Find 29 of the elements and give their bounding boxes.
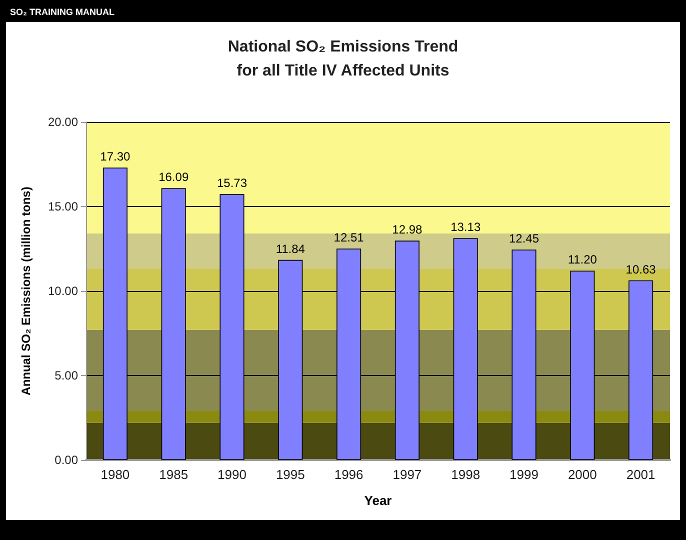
text: SO₂ TRAINING MANUAL bbox=[10, 6, 114, 19]
x-tick-label: 1996 bbox=[334, 467, 364, 482]
x-tick-label: 1997 bbox=[392, 467, 422, 482]
x-axis-title: Year bbox=[364, 493, 392, 508]
y-tick-label: 5.00 bbox=[54, 368, 78, 382]
data-label: 11.84 bbox=[276, 242, 306, 256]
x-tick-label: 1980 bbox=[100, 467, 130, 482]
data-label: 15.73 bbox=[216, 176, 248, 190]
data-label: 12.45 bbox=[508, 232, 540, 246]
data-label: 10.63 bbox=[626, 262, 656, 276]
data-label: 11.20 bbox=[568, 252, 598, 267]
x-tick-label: 1995 bbox=[276, 467, 305, 482]
x-tick-label: 1998 bbox=[451, 467, 480, 482]
x-tick-label: 2001 bbox=[626, 467, 656, 482]
data-label: 16.09 bbox=[158, 170, 189, 184]
x-tick-label: 1999 bbox=[510, 467, 538, 482]
y-tick-label: 0.00 bbox=[54, 453, 78, 467]
data-label: 12.51 bbox=[334, 230, 364, 245]
y-tick-label: 20.00 bbox=[48, 115, 78, 129]
data-label: 12.98 bbox=[392, 222, 423, 237]
x-tick-label: 1990 bbox=[218, 467, 246, 482]
chart-title: National SO₂ Emissions Trend for all Title IV Affected Units bbox=[228, 38, 458, 80]
x-tick-label: 1985 bbox=[159, 467, 188, 482]
data-label: 13.13 bbox=[450, 220, 481, 234]
y-tick-label: 15.00 bbox=[48, 200, 78, 214]
y-tick-label: 10.00 bbox=[48, 284, 78, 298]
data-label: 17.30 bbox=[100, 150, 131, 164]
x-tick-label: 2000 bbox=[568, 467, 597, 482]
y-axis-title: Annual SO₂ Emissions (million tons) bbox=[19, 186, 33, 396]
